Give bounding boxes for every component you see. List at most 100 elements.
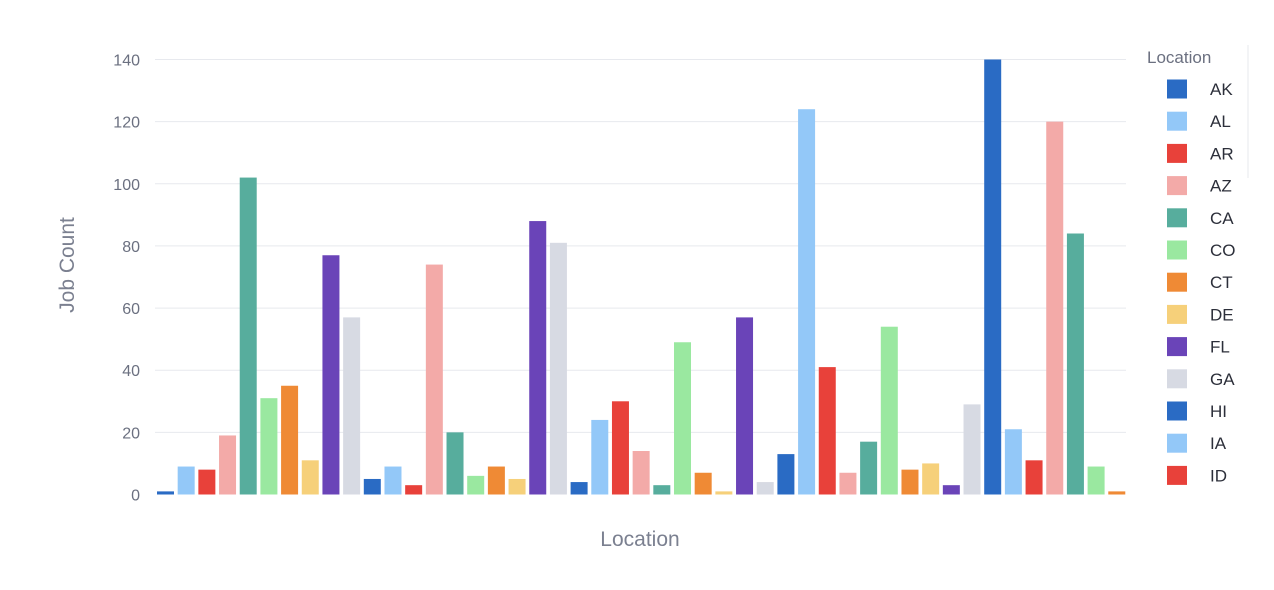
bar[interactable] xyxy=(487,466,505,495)
bar[interactable] xyxy=(674,342,691,495)
legend-swatch xyxy=(1167,337,1187,357)
bar[interactable] xyxy=(694,472,712,495)
legend-swatch xyxy=(1167,433,1187,453)
legend-title: Location xyxy=(1147,48,1211,67)
y-tick-label: 40 xyxy=(122,363,140,380)
legend-label: CO xyxy=(1210,241,1236,260)
y-tick-label: 120 xyxy=(113,115,140,132)
bar[interactable] xyxy=(549,242,567,495)
bar[interactable] xyxy=(591,419,609,495)
bar[interactable] xyxy=(570,482,588,495)
bar[interactable] xyxy=(343,317,361,495)
legend-item[interactable]: GA xyxy=(1167,369,1235,389)
legend-label: CT xyxy=(1210,273,1233,292)
legend-item[interactable]: AR xyxy=(1167,143,1234,164)
bar[interactable] xyxy=(529,221,547,495)
legend-swatch xyxy=(1167,111,1187,131)
bar[interactable] xyxy=(984,59,1002,495)
bar[interactable] xyxy=(219,435,237,495)
bar[interactable] xyxy=(736,317,754,495)
y-axis-ticks: 0 20 40 60 80 100 120 140 xyxy=(113,53,140,505)
y-tick-label: 100 xyxy=(113,177,140,194)
bar[interactable] xyxy=(901,469,919,495)
legend-swatch xyxy=(1167,176,1187,196)
legend-swatch xyxy=(1167,240,1187,260)
bar[interactable] xyxy=(260,398,278,495)
bar[interactable] xyxy=(756,482,774,495)
bar[interactable] xyxy=(1087,466,1105,495)
legend-item[interactable]: AZ xyxy=(1167,176,1232,196)
legend-swatch xyxy=(1167,208,1187,228)
bar[interactable] xyxy=(777,454,795,495)
bar[interactable] xyxy=(611,401,629,495)
legend-label: AZ xyxy=(1210,177,1232,196)
legend-swatch xyxy=(1167,465,1187,485)
bar[interactable] xyxy=(818,367,836,495)
legend-label: CA xyxy=(1210,209,1234,228)
legend-label: HI xyxy=(1210,402,1227,421)
bar[interactable] xyxy=(880,326,898,495)
legend-label: DE xyxy=(1210,305,1234,324)
bar[interactable] xyxy=(1046,121,1064,495)
bar[interactable] xyxy=(177,466,195,495)
bar[interactable] xyxy=(198,469,216,495)
bar[interactable] xyxy=(157,491,174,495)
bar[interactable] xyxy=(942,485,960,495)
bar[interactable] xyxy=(1025,460,1043,495)
legend-item[interactable]: CT xyxy=(1167,272,1233,293)
bar[interactable] xyxy=(1004,429,1022,495)
bar[interactable] xyxy=(467,475,485,495)
legend-item[interactable]: ID xyxy=(1167,465,1227,486)
legend-swatch xyxy=(1167,304,1187,324)
bar[interactable] xyxy=(839,472,857,495)
legend-swatch xyxy=(1167,401,1187,421)
bars xyxy=(157,59,1126,495)
legend-swatch xyxy=(1167,272,1187,292)
legend-item[interactable]: CA xyxy=(1167,208,1234,228)
legend-item[interactable]: FL xyxy=(1167,337,1230,357)
bar[interactable] xyxy=(508,478,526,495)
grid-lines xyxy=(155,59,1126,433)
legend-label: GA xyxy=(1210,370,1235,389)
bar[interactable] xyxy=(281,385,299,495)
legend-label: AK xyxy=(1210,80,1233,99)
bar[interactable] xyxy=(798,109,816,495)
y-tick-label: 20 xyxy=(122,425,140,442)
bar[interactable] xyxy=(446,432,464,495)
legend-item[interactable]: DE xyxy=(1167,304,1234,325)
legend-swatch xyxy=(1167,143,1187,163)
bar[interactable] xyxy=(653,485,671,495)
bar[interactable] xyxy=(363,478,381,495)
y-axis-title: Job Count xyxy=(56,217,79,313)
legend-swatch xyxy=(1167,79,1187,99)
bar[interactable] xyxy=(322,255,340,495)
y-tick-label: 0 xyxy=(131,488,140,505)
bar[interactable] xyxy=(405,485,423,495)
bar[interactable] xyxy=(239,177,257,495)
bar[interactable] xyxy=(632,451,650,495)
legend-item[interactable]: AK xyxy=(1167,79,1233,100)
legend-label: AL xyxy=(1210,112,1231,131)
legend-label: AR xyxy=(1210,144,1234,163)
bar[interactable] xyxy=(922,463,940,495)
bar[interactable] xyxy=(860,441,878,495)
legend-item[interactable]: IA xyxy=(1167,433,1227,454)
x-axis-title: Location xyxy=(600,528,679,551)
y-tick-label: 60 xyxy=(122,301,140,318)
legend-item[interactable]: HI xyxy=(1167,401,1227,422)
legend-label: IA xyxy=(1210,434,1227,453)
legend: Location AK AL AR AZ CA CO CT DE FL GA HI IA ID xyxy=(1147,45,1249,486)
legend-swatch xyxy=(1167,369,1187,389)
bar[interactable] xyxy=(963,404,981,495)
legend-items: AK AL AR AZ CA CO CT DE FL GA HI IA ID xyxy=(1167,79,1236,486)
y-tick-label: 140 xyxy=(113,53,140,70)
legend-item[interactable]: AL xyxy=(1167,111,1231,132)
bar[interactable] xyxy=(715,491,733,495)
bar[interactable] xyxy=(425,264,443,495)
bar[interactable] xyxy=(1108,491,1126,495)
bar[interactable] xyxy=(301,460,319,495)
bar[interactable] xyxy=(384,466,402,495)
bar[interactable] xyxy=(1066,233,1084,495)
legend-item[interactable]: CO xyxy=(1167,240,1236,261)
